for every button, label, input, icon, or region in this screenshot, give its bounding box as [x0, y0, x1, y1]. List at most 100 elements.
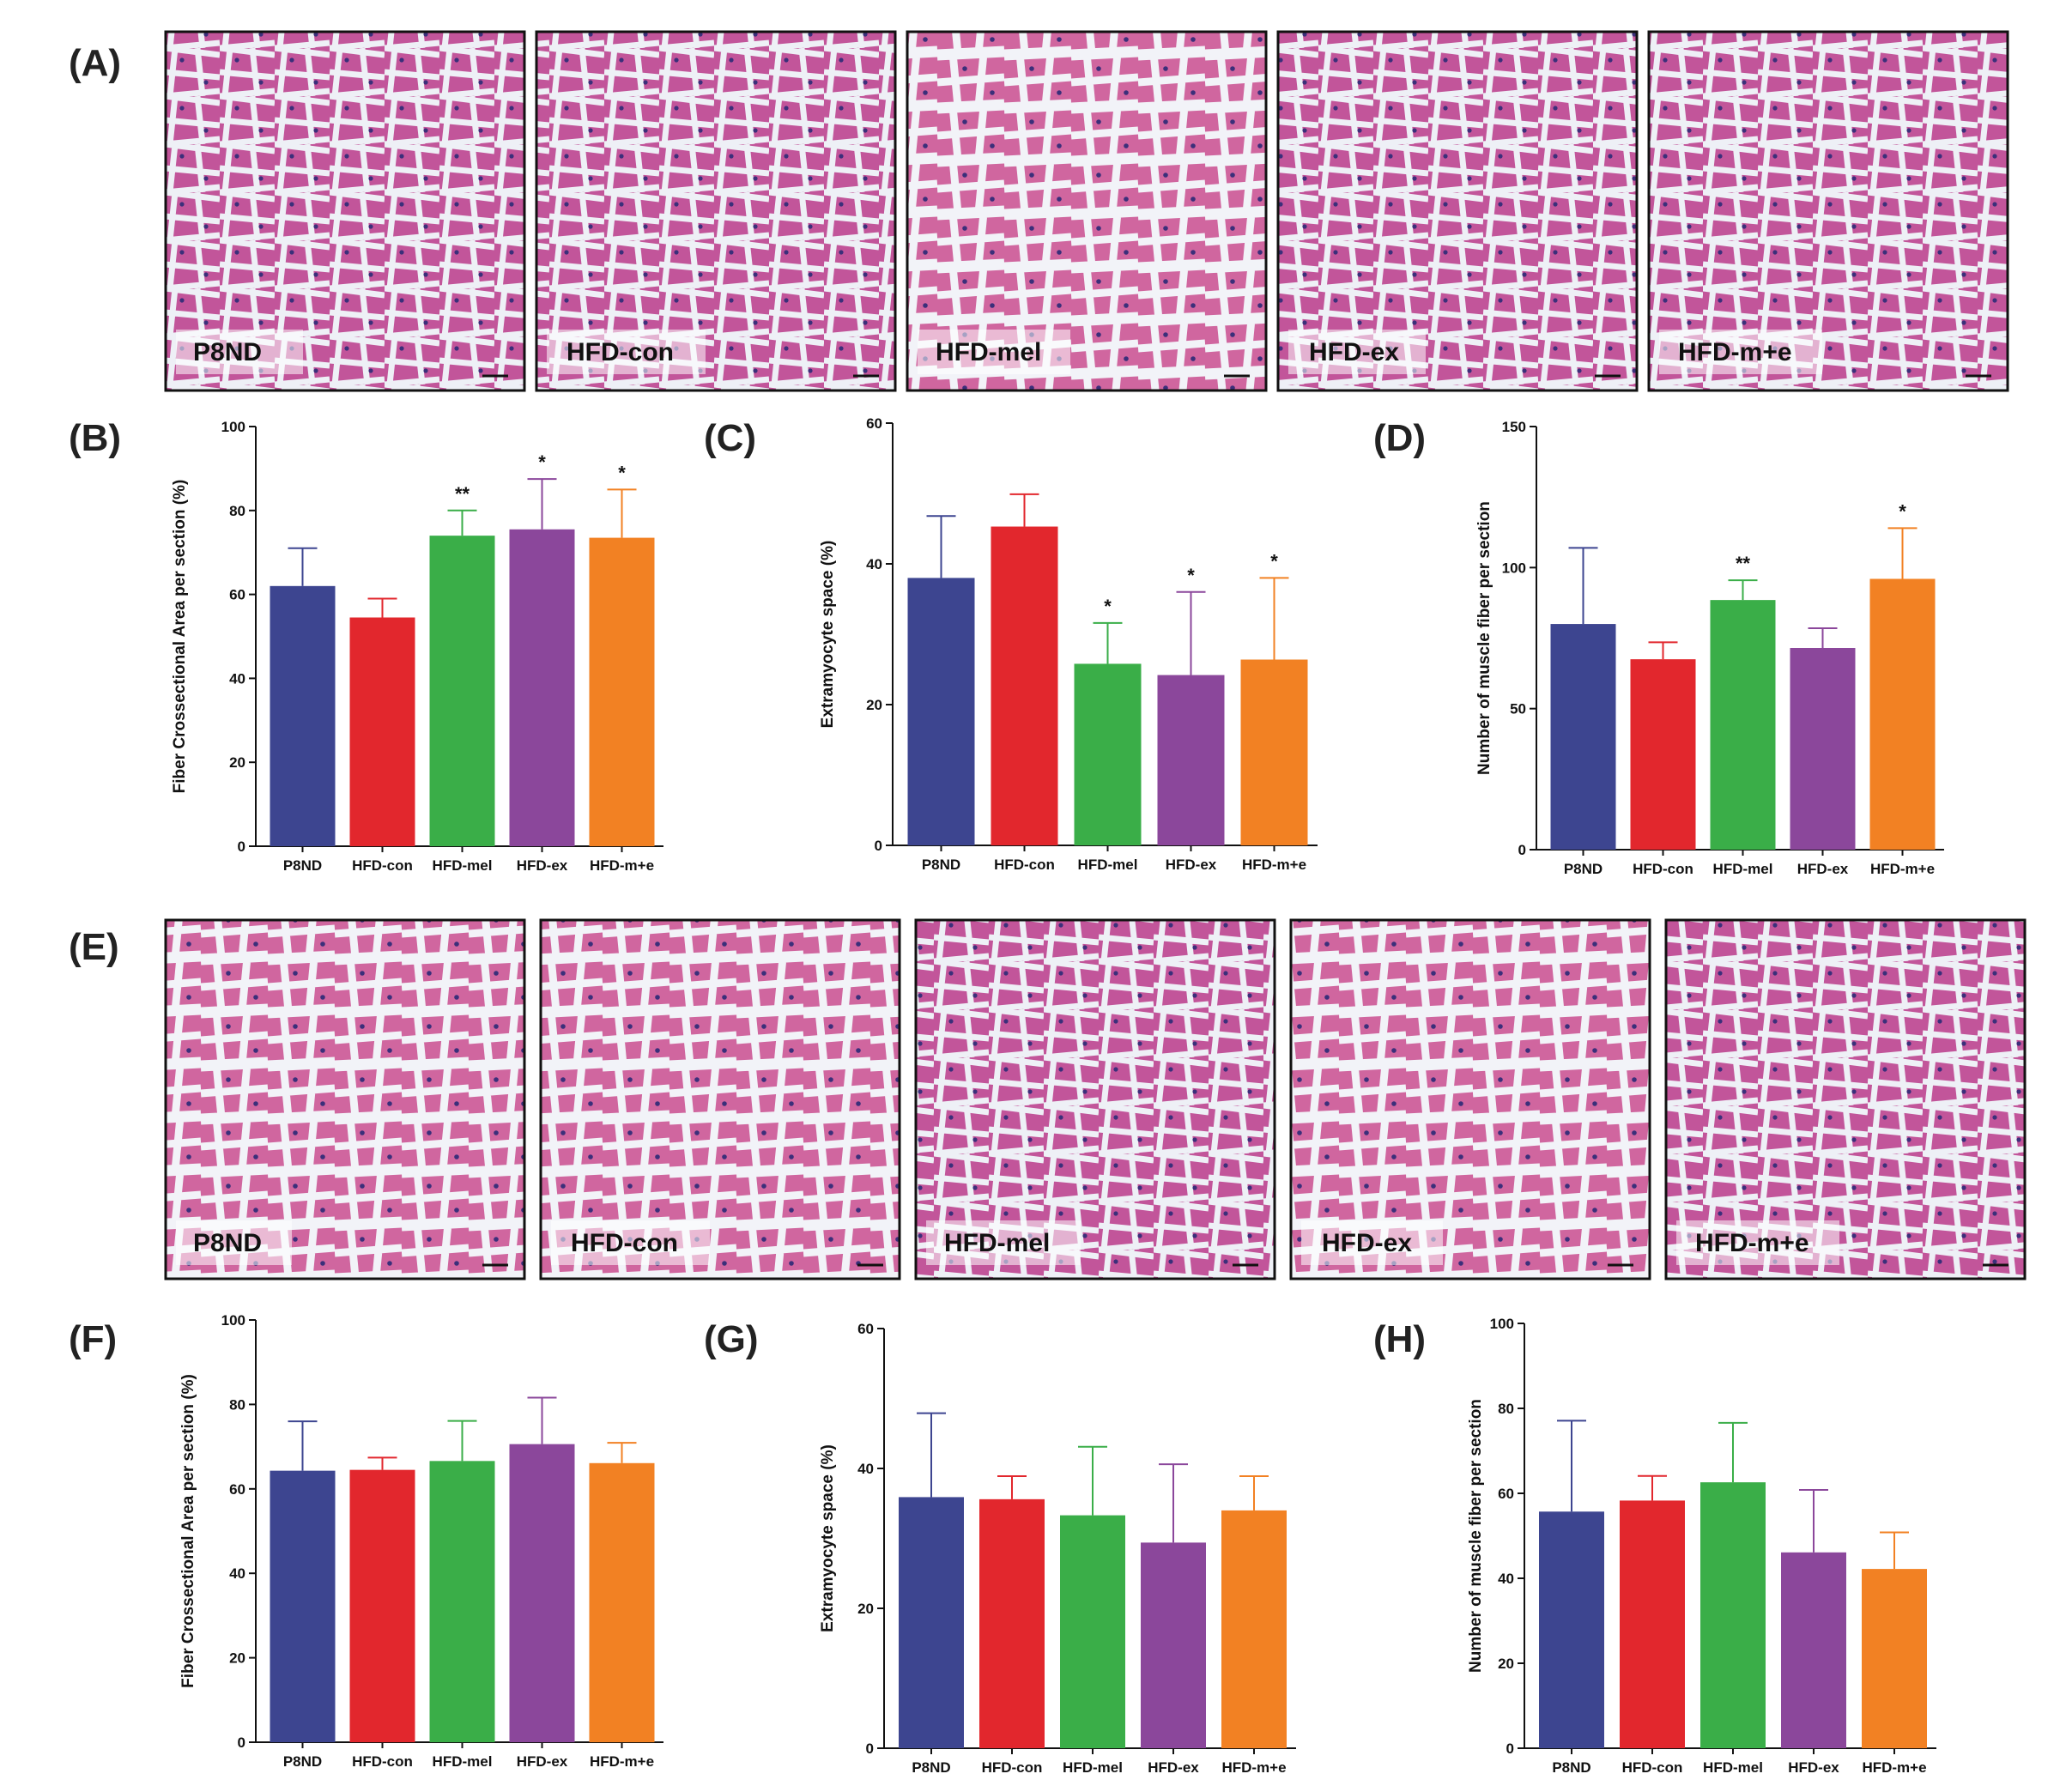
micrograph-label: HFD-ex	[1309, 338, 1399, 366]
panel-label: (F)	[69, 1318, 117, 1360]
bar	[1620, 1500, 1685, 1748]
micrograph-label: HFD-ex	[1322, 1229, 1412, 1257]
bar-chart: (C) 0 20 40 60 Extramyocyte space (%) P8ND HFD-…	[704, 415, 1318, 873]
panel-label: (C)	[704, 417, 756, 459]
x-tick-label: HFD-con	[352, 857, 413, 874]
micrograph: HFD-m+e	[1664, 918, 2027, 1280]
bar	[1074, 663, 1142, 845]
panel-label-e: (E)	[69, 926, 119, 968]
y-tick-label: 20	[857, 1601, 874, 1617]
y-tick-label: 40	[866, 556, 882, 572]
bar	[589, 1462, 655, 1742]
x-tick-label: P8ND	[283, 1753, 322, 1770]
x-tick-label: HFD-mel	[433, 857, 493, 874]
micrograph: HFD-ex	[1276, 30, 1639, 392]
bar	[1862, 1569, 1927, 1748]
bar	[270, 1470, 336, 1742]
y-tick-label: 100	[221, 1312, 245, 1329]
significance-marker: *	[1104, 596, 1112, 617]
significance-marker: *	[618, 462, 626, 483]
micrograph: HFD-mel	[906, 30, 1268, 392]
y-tick-label: 20	[866, 697, 882, 713]
x-tick-label: HFD-mel	[1703, 1759, 1763, 1776]
x-tick-label: P8ND	[283, 857, 322, 874]
bar	[1790, 648, 1856, 850]
y-tick-label: 60	[229, 587, 245, 603]
y-axis-label: Extramyocyte space (%)	[819, 541, 837, 729]
bar-chart: (B) 0 20 40 60 80 100 Fiber Crossectional Area …	[69, 417, 663, 874]
x-tick-label: HFD-ex	[1148, 1759, 1199, 1776]
micrograph-row-e: P8ND HFD-con HFD-mel HFD-ex HFD-m+e	[164, 918, 2027, 1280]
x-tick-label: HFD-ex	[1788, 1759, 1839, 1776]
panel-label: (B)	[69, 417, 121, 459]
y-tick-label: 40	[1498, 1571, 1514, 1587]
y-tick-label: 20	[229, 1650, 245, 1667]
y-tick-label: 0	[875, 838, 882, 854]
significance-marker: *	[1899, 500, 1906, 522]
y-tick-label: 40	[229, 670, 245, 687]
y-tick-label: 60	[866, 415, 882, 432]
significance-marker: **	[1736, 553, 1751, 574]
significance-marker: *	[538, 451, 546, 473]
x-tick-label: HFD-m+e	[1242, 857, 1306, 873]
x-tick-label: P8ND	[1552, 1759, 1590, 1776]
bar-chart: (G) 0 20 40 60 Extramyocyte space (%) P8ND HFD-…	[704, 1318, 1296, 1776]
bar	[349, 617, 415, 846]
y-tick-label: 60	[1498, 1486, 1514, 1502]
significance-marker: *	[1187, 565, 1195, 586]
bar-chart: (F) 0 20 40 60 80 100 Fiber Crossectional Area …	[69, 1312, 663, 1770]
bar	[509, 1444, 575, 1742]
x-tick-label: P8ND	[912, 1759, 950, 1776]
bar	[1700, 1482, 1766, 1748]
micrograph-label: HFD-m+e	[1695, 1229, 1809, 1257]
y-tick-label: 40	[857, 1461, 874, 1477]
x-tick-label: HFD-m+e	[590, 1753, 654, 1770]
micrograph-label: HFD-mel	[944, 1229, 1050, 1257]
micrograph-row-a: P8ND HFD-con HFD-mel HFD-ex HFD-m+e	[164, 30, 2009, 392]
y-tick-label: 60	[229, 1481, 245, 1498]
bar	[991, 526, 1058, 845]
bar	[899, 1497, 964, 1748]
micrograph-label: HFD-con	[571, 1229, 678, 1257]
panel-label: (G)	[704, 1318, 759, 1360]
x-tick-label: HFD-ex	[517, 1753, 568, 1770]
x-tick-label: HFD-mel	[433, 1753, 493, 1770]
bar	[349, 1469, 415, 1742]
x-tick-label: HFD-mel	[1063, 1759, 1123, 1776]
panel-label: (D)	[1373, 417, 1426, 459]
bar	[1221, 1510, 1287, 1748]
bar	[1157, 675, 1225, 845]
x-tick-label: HFD-ex	[517, 857, 568, 874]
bar-chart: (H) 0 20 40 60 80 100 Number of muscle fiber pe…	[1373, 1316, 1936, 1776]
bar	[979, 1498, 1045, 1748]
x-tick-label: P8ND	[922, 857, 960, 873]
micrograph: HFD-mel	[914, 918, 1276, 1280]
y-tick-label: 20	[1498, 1656, 1514, 1672]
x-tick-label: HFD-ex	[1166, 857, 1217, 873]
y-tick-label: 100	[1502, 560, 1526, 576]
micrograph: P8ND	[164, 30, 526, 392]
x-tick-label: HFD-m+e	[1870, 861, 1935, 877]
micrograph-label: HFD-m+e	[1678, 338, 1792, 366]
panel-label-a: (A)	[69, 42, 121, 84]
y-tick-label: 100	[221, 419, 245, 435]
y-tick-label: 0	[238, 1734, 245, 1751]
y-tick-label: 0	[238, 838, 245, 855]
x-tick-label: HFD-m+e	[1221, 1759, 1286, 1776]
bar	[1539, 1511, 1604, 1748]
bar-chart: (D) 0 50 100 150 Number of muscle fiber per s…	[1373, 417, 1944, 877]
bar	[1550, 624, 1616, 850]
y-tick-label: 0	[1506, 1741, 1514, 1757]
bar	[589, 537, 655, 846]
y-tick-label: 50	[1510, 701, 1526, 717]
y-axis-label: Fiber Crossectional Area per section (%)	[179, 1374, 197, 1688]
y-axis-label: Fiber Crossectional Area per section (%)	[171, 480, 189, 794]
micrograph-label: P8ND	[193, 1229, 262, 1257]
micrograph: HFD-m+e	[1647, 30, 2009, 392]
bar-charts: (B) 0 20 40 60 80 100 Fiber Crossectional Area …	[69, 415, 1944, 1776]
micrograph-label: P8ND	[193, 338, 262, 366]
bar	[1781, 1552, 1846, 1748]
x-tick-label: HFD-con	[982, 1759, 1043, 1776]
panel-label: (H)	[1373, 1318, 1426, 1360]
